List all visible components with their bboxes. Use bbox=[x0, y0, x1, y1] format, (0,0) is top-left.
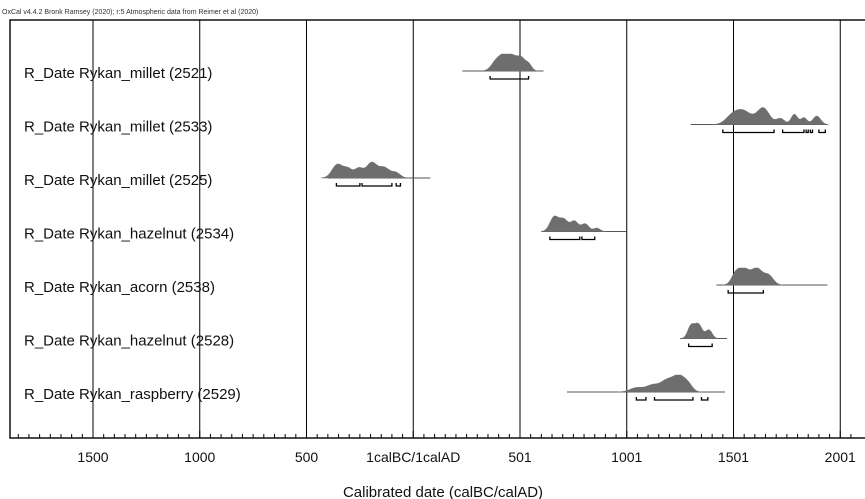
hpd-range-bracket bbox=[361, 183, 393, 187]
x-tick-label: 1calBC/1calAD bbox=[366, 449, 460, 465]
plot-frame bbox=[9, 19, 865, 439]
hpd-range-bracket bbox=[635, 397, 647, 401]
chart-header: OxCal v4.4.2 Bronk Ramsey (2020); r:5 At… bbox=[2, 9, 258, 16]
hpd-range-bracket bbox=[805, 129, 809, 134]
probability-distribution bbox=[617, 374, 702, 393]
date-row: R_Date Rykan_millet (2533) bbox=[24, 107, 829, 136]
row-label: R_Date Rykan_hazelnut (2528) bbox=[24, 333, 234, 350]
x-tick-labels: 1500 1000 500 1calBC/1calAD 501 1001 1501 2001 bbox=[77, 449, 856, 465]
date-row: R_Date Rykan_millet (2521) bbox=[24, 53, 544, 82]
hpd-range-bracket bbox=[688, 343, 713, 348]
hpd-range-bracket bbox=[549, 236, 581, 241]
x-tick-label: 2001 bbox=[825, 449, 856, 465]
probability-distribution bbox=[321, 161, 410, 179]
hpd-range-bracket bbox=[653, 397, 694, 401]
date-row: R_Date Rykan_raspberry (2529) bbox=[24, 374, 725, 403]
x-tick-label: 1000 bbox=[184, 449, 215, 465]
date-row: R_Date Rykan_hazelnut (2534) bbox=[24, 215, 627, 243]
x-axis-title: Calibrated date (calBC/calAD) bbox=[343, 484, 543, 499]
x-tick-label: 1500 bbox=[77, 449, 108, 465]
hpd-range-bracket bbox=[700, 397, 709, 401]
date-row: R_Date Rykan_millet (2525) bbox=[24, 161, 431, 189]
probability-distribution bbox=[541, 215, 607, 232]
row-label: R_Date Rykan_millet (2521) bbox=[24, 65, 212, 82]
x-tick-label: 1501 bbox=[718, 449, 749, 465]
probability-distribution bbox=[722, 267, 783, 286]
hpd-range-bracket bbox=[335, 183, 361, 187]
hpd-range-bracket bbox=[809, 129, 814, 134]
row-label: R_Date Rykan_raspberry (2529) bbox=[24, 386, 241, 403]
x-tick-label: 501 bbox=[508, 449, 532, 465]
row-label: R_Date Rykan_acorn (2538) bbox=[24, 279, 215, 296]
x-tick-label: 500 bbox=[295, 449, 319, 465]
vertical-gridlines bbox=[92, 20, 841, 438]
hpd-range-bracket bbox=[818, 129, 826, 134]
probability-distribution bbox=[711, 107, 829, 125]
x-tick-label: 1001 bbox=[611, 449, 642, 465]
hpd-range-bracket bbox=[581, 236, 596, 241]
hpd-range-bracket bbox=[489, 76, 530, 80]
date-row: R_Date Rykan_hazelnut (2528) bbox=[24, 322, 728, 350]
minor-ticks bbox=[17, 431, 852, 438]
probability-distribution bbox=[680, 322, 719, 339]
date-rows: R_Date Rykan_millet (2521) R_Date Rykan_m… bbox=[24, 53, 829, 403]
row-label: R_Date Rykan_hazelnut (2534) bbox=[24, 226, 234, 243]
hpd-range-bracket bbox=[722, 129, 775, 134]
row-label: R_Date Rykan_millet (2525) bbox=[24, 172, 212, 189]
row-label: R_Date Rykan_millet (2533) bbox=[24, 119, 212, 136]
hpd-range-bracket bbox=[781, 129, 805, 134]
hpd-range-bracket bbox=[395, 183, 402, 187]
hpd-range-bracket bbox=[727, 290, 765, 294]
probability-distribution bbox=[481, 53, 539, 72]
date-row: R_Date Rykan_acorn (2538) bbox=[24, 267, 828, 296]
